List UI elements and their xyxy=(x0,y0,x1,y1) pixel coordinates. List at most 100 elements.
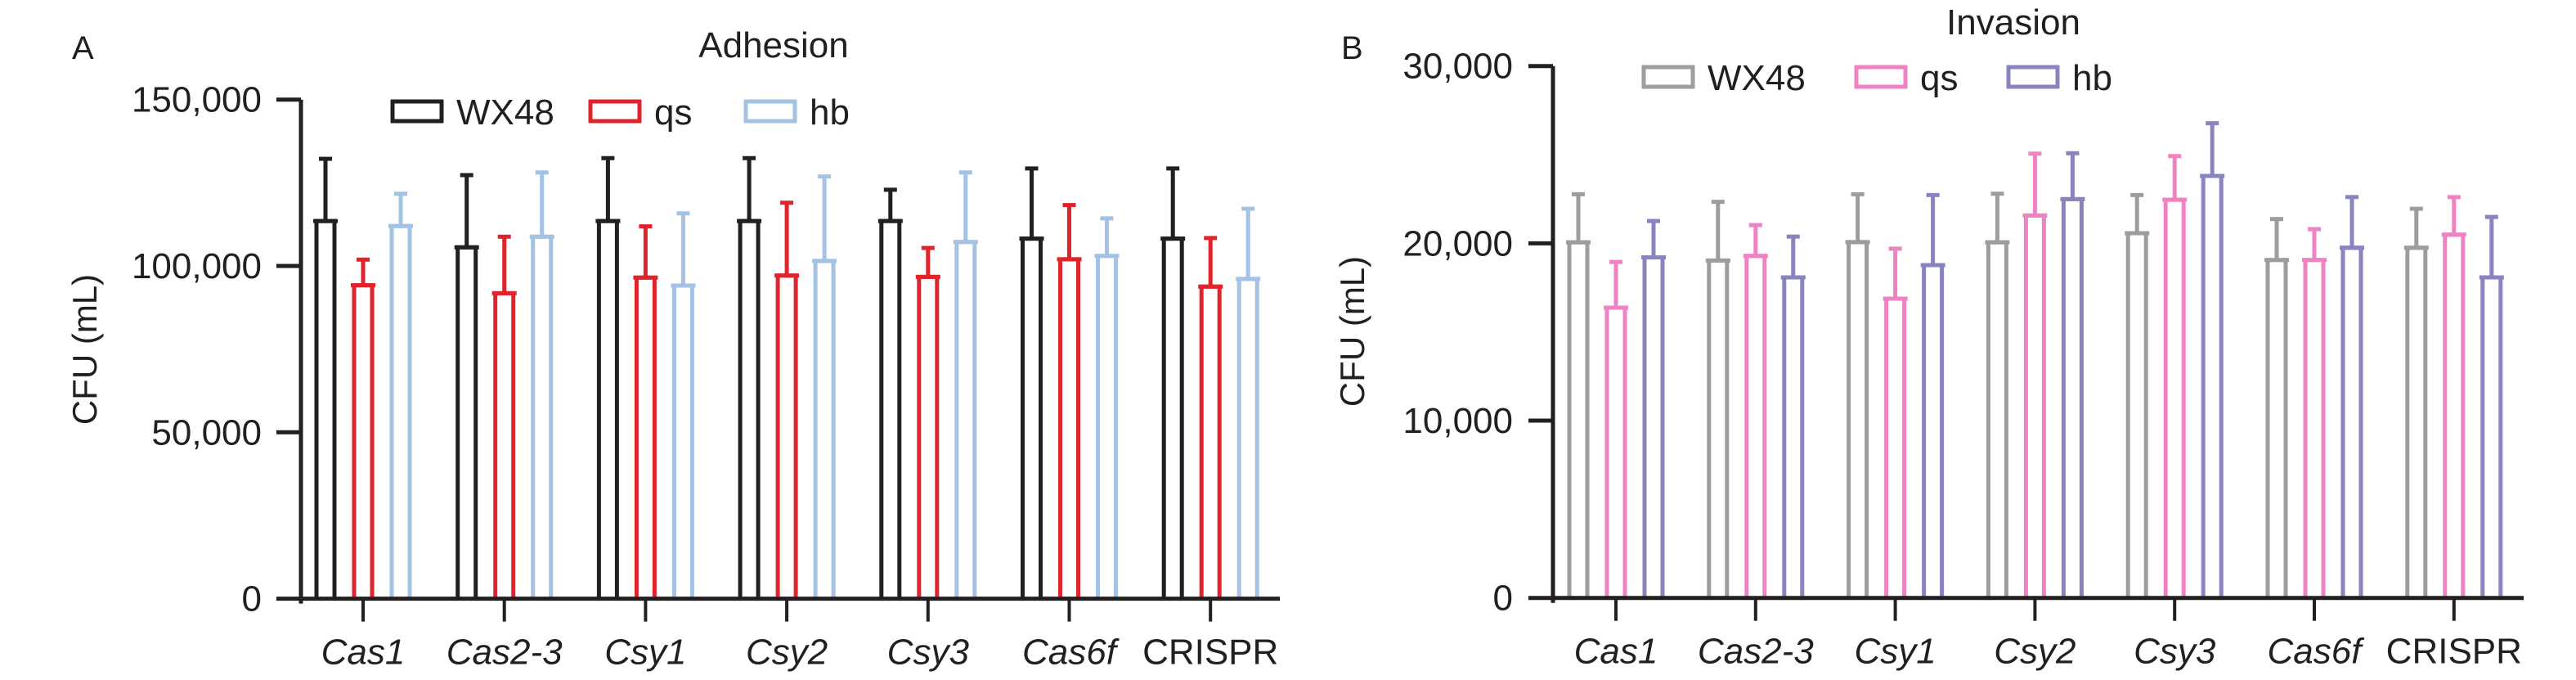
bar-outline xyxy=(1567,240,1590,598)
bar-outline xyxy=(596,218,619,599)
bar-outline xyxy=(813,259,836,599)
x-tick-label: CRISPR xyxy=(2386,632,2522,672)
y-tick-label: 50,000 xyxy=(151,412,262,453)
legend-swatch xyxy=(390,99,444,124)
legend-label: hb xyxy=(2072,58,2112,98)
bar-outline xyxy=(954,240,977,599)
x-tick-label: Csy1 xyxy=(604,633,686,673)
legend-item-qs: qs xyxy=(1854,58,1958,98)
y-axis-ticks: 0 10,000 20,000 30,000 xyxy=(1402,47,1553,619)
y-tick-label: 20,000 xyxy=(1402,223,1513,263)
bar-outline xyxy=(1058,257,1080,599)
bar-hb xyxy=(1641,218,1666,598)
legend: WX48 qs hb xyxy=(390,92,850,133)
bar-qs xyxy=(774,200,800,599)
bar-outline xyxy=(1161,236,1184,599)
bar-outline xyxy=(1744,254,1767,598)
bar-wx48 xyxy=(1019,166,1044,599)
legend-item-wx48: WX48 xyxy=(390,92,554,133)
legend-label: qs xyxy=(1920,58,1958,98)
bars xyxy=(1566,121,2504,598)
y-axis-ticks: 0 50,000 100,000 150,000 xyxy=(132,80,301,619)
bar-outline xyxy=(2405,245,2428,598)
bar-outline xyxy=(1642,254,1665,598)
legend-label: WX48 xyxy=(1708,58,1806,98)
bar-hb xyxy=(1236,206,1261,599)
bar-qs xyxy=(2022,151,2048,598)
bar-outline xyxy=(2163,197,2186,598)
y-tick-label: 100,000 xyxy=(132,246,262,286)
bars xyxy=(313,155,1261,599)
x-tick-label: Csy3 xyxy=(887,633,970,673)
bar-outline xyxy=(1986,240,2008,598)
bar-hb xyxy=(388,191,413,599)
bar-hb xyxy=(1094,216,1120,599)
bar-outline xyxy=(1199,284,1222,599)
bar-hb xyxy=(671,211,696,599)
x-tick-label: Cas6f xyxy=(2268,632,2366,672)
legend-swatch xyxy=(2006,65,2060,89)
chart-invasion: B Invasion CFU (mL) 010,00020,00030,000 … xyxy=(1333,2,2524,672)
legend-item-hb: hb xyxy=(743,92,850,133)
bar-outline xyxy=(2303,258,2326,598)
y-tick-label: 30,000 xyxy=(1402,47,1513,87)
bar-outline xyxy=(1782,275,1805,598)
legend-label: WX48 xyxy=(456,92,554,133)
legend-label: hb xyxy=(810,92,850,133)
bar-hb xyxy=(953,170,978,599)
bar-hb xyxy=(1920,192,1945,598)
bar-wx48 xyxy=(1845,191,1870,598)
bar-outline xyxy=(314,218,337,599)
bar-outline xyxy=(634,275,657,599)
bar-wx48 xyxy=(2264,217,2289,598)
legend-swatch xyxy=(588,99,642,124)
bar-outline xyxy=(2480,275,2503,598)
y-tick-label: 0 xyxy=(242,579,262,619)
bar-outline xyxy=(2125,231,2148,598)
x-tick-label: Csy2 xyxy=(746,633,828,673)
bar-outline xyxy=(1884,296,1907,598)
chart-adhesion: A Adhesion CFU (mL) 0 50,000 100,000 150,00… xyxy=(65,25,1280,673)
bar-outline xyxy=(917,274,940,599)
panel-letter-a: A xyxy=(72,30,94,66)
x-tick-label: Cas1 xyxy=(321,633,406,673)
bar-outline xyxy=(1922,263,1945,598)
bar-hb xyxy=(812,174,837,599)
bar-qs xyxy=(351,257,375,599)
bar-wx48 xyxy=(737,155,762,599)
bar-qs xyxy=(633,224,658,599)
bar-hb xyxy=(2479,214,2504,598)
bar-outline xyxy=(738,218,761,599)
bar-qs xyxy=(1604,259,1628,598)
x-tick-label: Cas6f xyxy=(1022,633,1120,673)
legend-item-wx48: WX48 xyxy=(1641,58,1806,98)
bar-outline xyxy=(1604,305,1627,598)
y-tick-label: 150,000 xyxy=(132,80,262,120)
bar-outline xyxy=(2061,196,2084,598)
legend-item-qs: qs xyxy=(588,92,692,133)
bar-outline xyxy=(2265,258,2288,598)
bar-hb xyxy=(2340,195,2364,598)
bar-outline xyxy=(1021,236,1043,599)
y-axis-label: CFU (mL) xyxy=(1333,256,1371,407)
bar-outline xyxy=(2023,213,2046,598)
y-axis-label: CFU (mL) xyxy=(65,274,104,425)
x-tick-label: Csy1 xyxy=(1854,632,1936,672)
bar-outline xyxy=(671,283,694,599)
chart-title: Invasion xyxy=(1946,2,2080,43)
bar-qs xyxy=(2302,227,2327,598)
bar-outline xyxy=(879,218,902,599)
bar-hb xyxy=(2060,151,2085,598)
bar-outline xyxy=(493,290,516,599)
x-tick-label: Cas2-3 xyxy=(1698,632,1814,672)
bar-wx48 xyxy=(877,187,903,599)
bar-outline xyxy=(775,273,798,599)
bar-outline xyxy=(2340,245,2363,598)
x-axis-categories: Cas1 Cas2-3 Csy1 Csy2 Csy3 Cas6f CRISPR xyxy=(321,598,1278,673)
legend-label: qs xyxy=(654,92,692,133)
bar-wx48 xyxy=(1705,200,1730,598)
bar-qs xyxy=(1743,223,1768,598)
bar-qs xyxy=(915,245,940,599)
bar-qs xyxy=(1883,246,1908,598)
